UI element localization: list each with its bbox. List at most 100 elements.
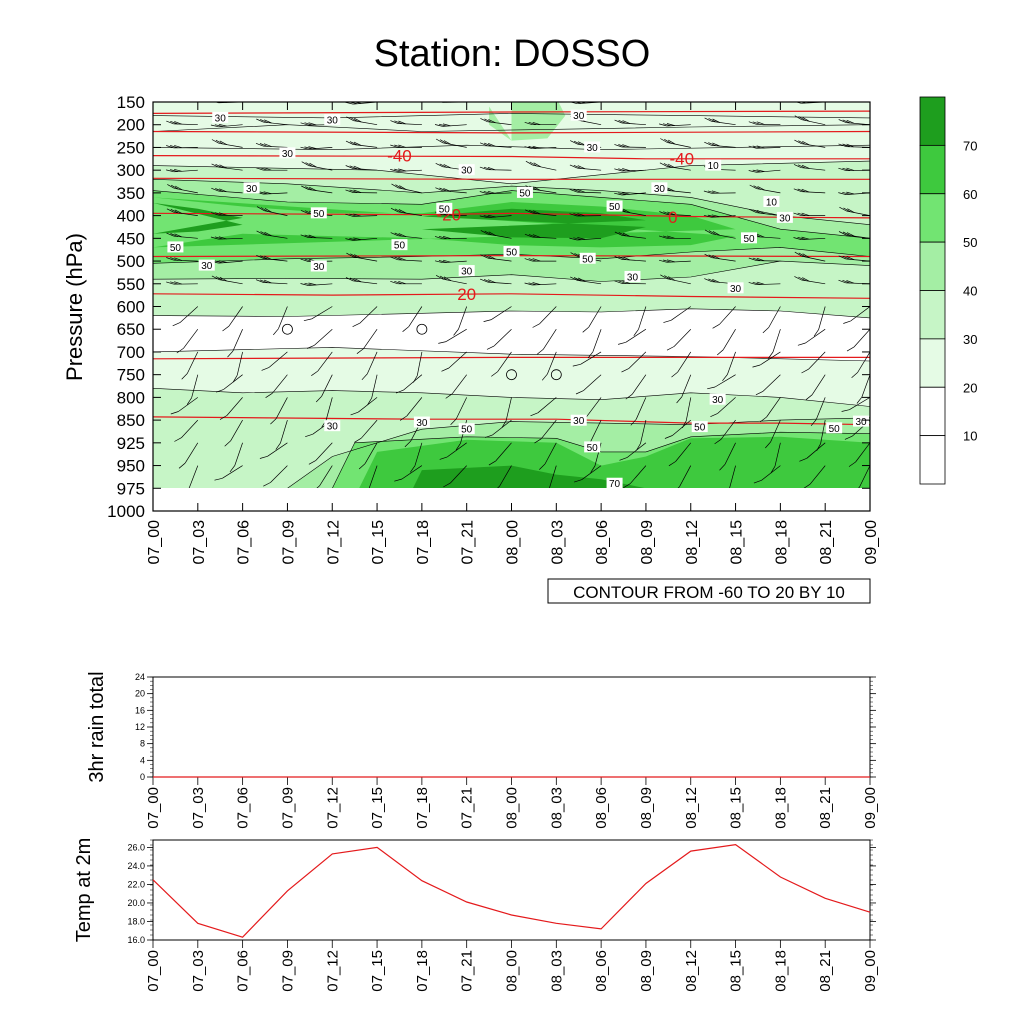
wind-barb-feather [394,280,403,285]
wind-barb-feather [614,119,623,124]
wind-barb-feather [622,280,631,284]
shade-upper-70b [421,208,646,239]
wind-barb-staff [539,306,557,325]
wind-barb [303,306,333,322]
rh-contour-label: 50 [743,234,755,245]
wind-barb-staff [451,374,467,395]
wind-barb-staff [442,237,467,240]
wind-barb-feather [529,98,536,101]
wind-barb-feather [438,235,447,240]
wind-barb-feather [851,372,858,379]
rh-label-box [853,415,870,427]
wind-barb [402,306,423,332]
wind-barb-staff [186,351,199,374]
wind-barb-feather [614,192,623,196]
wind-barb-staff [280,419,288,444]
wind-barb-feather [263,191,272,195]
wind-barb-staff [733,102,736,103]
wind-barb-feather [353,278,362,283]
wind-barb-staff [625,328,647,343]
wind-barb-feather [712,118,720,123]
wind-barb [714,419,736,445]
wind-barb-feather [390,120,399,124]
rh-label-box [606,477,623,489]
wind-barb-staff [766,397,781,418]
wind-barb [178,442,199,469]
rh-label-box [776,211,793,223]
wind-barb-feather [450,418,457,425]
wind-barb-feather [172,322,181,327]
wind-barb-feather [166,120,174,125]
rh-contour-label: 30 [327,116,339,127]
wind-barb-staff [398,211,422,216]
wind-barb-feather [573,479,582,483]
pressure-axis: 1502002503003504004505005506006507007508… [107,93,870,521]
wind-barb-feather [170,169,178,172]
wind-barb [748,257,781,262]
x-tick-label: 07_00 [145,787,162,829]
wind-barb-feather [227,350,234,358]
wind-barb [497,465,512,488]
wind-barb [256,230,288,239]
wind-barb-feather [524,121,533,126]
wind-barb [799,442,826,462]
wind-barb-staff [621,169,646,172]
temperature-contour-line [153,110,870,114]
x-tick-label: 08_15 [728,950,745,992]
wind-barb-staff [487,233,512,239]
wind-barb-staff [232,329,243,352]
wind-barb-feather [305,162,313,167]
wind-barb-feather [803,483,811,488]
temperature-contour-line [153,416,870,426]
wind-barb-feather [435,162,444,168]
wind-barb-feather [668,139,676,145]
wind-barb [181,351,199,380]
wind-barb-feather [491,371,498,377]
x-tick-label: 08_06 [593,787,610,829]
wind-barb-feather [261,95,268,99]
wind-barb-feather [353,189,362,193]
rh-contour-label: 50 [313,209,325,220]
wind-barb-staff [756,147,781,149]
wind-barb-staff [173,147,198,149]
wind-barb [867,102,870,103]
wind-barb-feather [848,461,856,467]
wind-barb [311,351,333,376]
wind-barb-feather [614,256,623,260]
wind-barb-staff [491,306,512,320]
wind-barb-feather [663,259,671,263]
rh-contour-label: 50 [582,254,594,265]
rh-contour-label: 30 [627,272,639,283]
shade-lower-70 [413,465,645,488]
rh-label-box [709,393,726,405]
wind-barb-staff [673,328,692,347]
wind-barb-feather [630,419,637,426]
wind-barb-feather [842,167,851,171]
wind-barb-staff [314,328,333,346]
wind-barb-feather [664,275,672,280]
rh-contour-label: 30 [313,262,325,273]
rh-contour-label: 70 [609,479,621,490]
wind-barb-staff [546,351,557,375]
wind-barb-feather [846,256,855,261]
wind-barb [301,161,333,171]
wind-barb-feather [663,123,671,127]
wind-barb [755,374,781,396]
wind-barb [614,119,646,126]
wind-barb-feather [569,237,578,241]
wind-barb-feather [349,237,358,241]
wind-barb-feather [263,279,272,284]
wind-barb-feather [797,236,806,240]
wind-barb [441,351,467,372]
wind-barb-feather [308,146,317,149]
colorbar-segment [919,241,946,291]
wind-barb-feather [618,280,627,284]
wind-barb-staff [153,306,154,309]
wind-barb-staff [181,419,199,438]
temperature-contour-label: 20 [457,285,476,304]
wind-barb-staff [308,165,333,171]
wind-barb-feather [395,389,404,394]
wind-barb [676,374,692,404]
info-label-box: CONTOUR FROM -60 TO 20 BY 10 [547,578,871,604]
wind-barb-feather [622,232,631,237]
